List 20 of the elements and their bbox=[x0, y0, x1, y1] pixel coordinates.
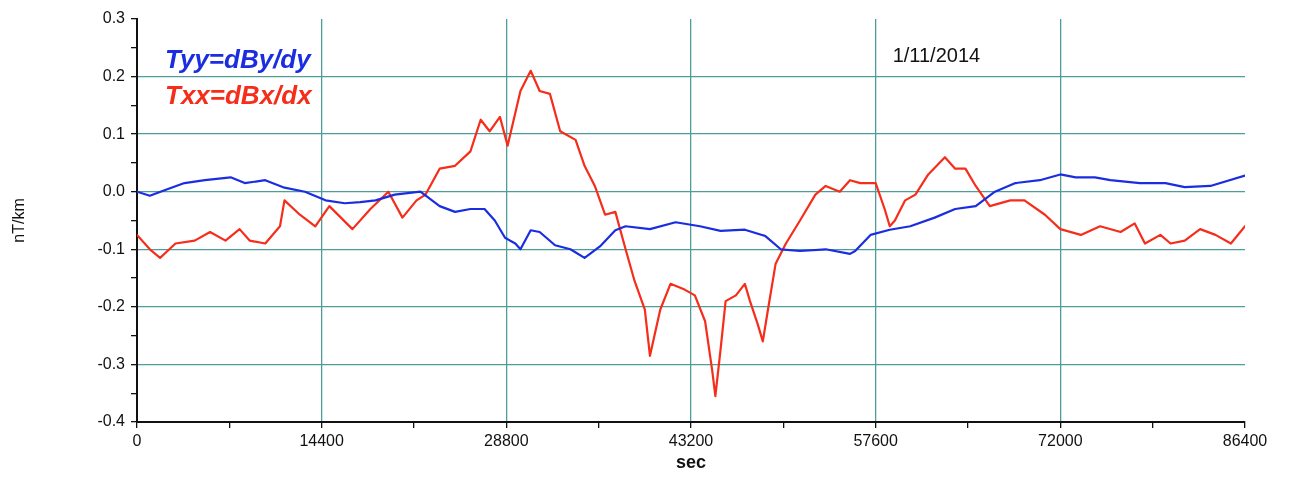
y-tick-label: -0.2 bbox=[97, 297, 126, 315]
y-tick-label: 0.1 bbox=[102, 124, 126, 142]
text: Tyy=dBy/dy bbox=[165, 44, 313, 75]
y-tick-label: 0.2 bbox=[102, 66, 126, 84]
y-tick-label: -0.1 bbox=[97, 239, 126, 257]
text: Txx=dBx/dx bbox=[165, 80, 314, 111]
annotation: 1/11/2014 bbox=[892, 43, 981, 66]
x-tick-label: 86400 bbox=[1222, 432, 1268, 450]
y-axis-title: nT/km bbox=[10, 198, 28, 243]
x-tick-label: 0 bbox=[132, 432, 142, 450]
x-tick-label: 72000 bbox=[1038, 432, 1083, 450]
x-tick-label: 43200 bbox=[668, 432, 714, 450]
y-tick-label: 0.3 bbox=[102, 9, 126, 27]
x-tick-label: 14400 bbox=[299, 432, 345, 450]
x-tick-label: 28800 bbox=[484, 432, 529, 450]
y-tick-label: -0.3 bbox=[97, 354, 126, 372]
x-axis-title: sec bbox=[675, 452, 707, 473]
y-tick-label: 0.0 bbox=[102, 182, 126, 200]
x-tick-label: 57600 bbox=[853, 432, 899, 450]
y-tick-label: -0.4 bbox=[97, 412, 126, 430]
